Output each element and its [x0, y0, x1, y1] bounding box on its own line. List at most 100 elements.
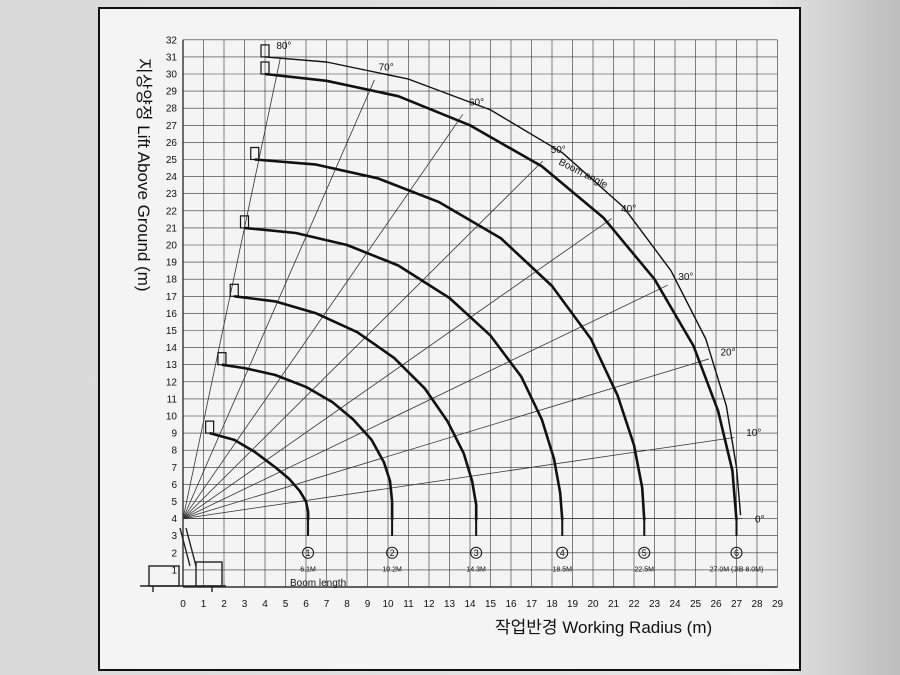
boom-length-label: 14.3M	[466, 567, 486, 574]
boom-angle-label: 70°	[379, 62, 394, 73]
x-tick-label: 27	[731, 599, 743, 610]
boom-marker-circle	[470, 546, 483, 559]
y-tick-label: 22	[166, 206, 178, 217]
boom-angle-line	[182, 284, 668, 519]
x-tick-label: 9	[365, 599, 371, 610]
boom-marker-circle	[386, 546, 399, 559]
boom-angle-label: 20°	[720, 347, 735, 358]
boom-marker-number: 4	[560, 548, 565, 558]
chart-grid	[182, 39, 778, 588]
boom-angle-line	[182, 218, 612, 519]
boom-angle-line	[182, 160, 544, 519]
y-tick-label: 15	[166, 326, 178, 337]
boom-marker-number: 3	[474, 548, 479, 558]
y-tick-label: 17	[166, 292, 178, 303]
boom-curve	[254, 158, 646, 521]
y-tick-label: 26	[166, 138, 178, 149]
x-tick-label: 0	[180, 599, 186, 610]
boom-marker-number: 6	[734, 548, 739, 558]
x-tick-label: 22	[628, 599, 640, 610]
hook-block-icon	[217, 352, 227, 366]
y-tick-label: 1	[171, 565, 177, 576]
boom-length-title: Boom length	[290, 578, 346, 589]
boom-angle-label: 30°	[678, 272, 693, 283]
boom-angle-label: 0°	[755, 515, 765, 526]
y-tick-label: 11	[167, 394, 178, 405]
y-tick-label: 3	[171, 531, 177, 542]
y-tick-label: 5	[171, 497, 177, 508]
y-tick-label: 14	[166, 343, 178, 354]
crane-truck-icon	[140, 527, 226, 592]
boom-length-label: 10.2M	[382, 567, 402, 574]
x-tick-label: 13	[444, 599, 456, 610]
boom-angle-line	[182, 79, 375, 519]
x-tick-label: 21	[608, 599, 620, 610]
y-tick-label: 12	[166, 377, 178, 388]
hook-block-icon	[229, 283, 239, 297]
boom-marker-circle	[730, 546, 743, 559]
x-tick-label: 29	[772, 599, 784, 610]
boom-curve	[264, 72, 738, 521]
hook-block-icon	[260, 61, 270, 75]
x-tick-label: 23	[649, 599, 661, 610]
y-tick-label: 10	[166, 412, 178, 423]
boom-angle-label: 60°	[469, 97, 484, 108]
x-tick-label: 17	[526, 599, 538, 610]
boom-angle-label: 10°	[746, 428, 761, 439]
y-tick-label: 7	[171, 463, 177, 474]
boom-angle-label: 40°	[621, 204, 636, 215]
x-tick-label: 7	[324, 599, 330, 610]
boom-length-label: 6.1M	[300, 567, 316, 574]
y-tick-label: 32	[166, 35, 178, 46]
boom-angle-line	[182, 437, 735, 519]
boom-marker-circle	[638, 546, 651, 559]
axis-ticks: 0 1 2 3 4 5 6 7 8 9 10 11 12 13 14 15 16 17 18 19 20 21 22 23 24…	[166, 35, 784, 610]
x-tick-label: 3	[242, 599, 248, 610]
hook-block-icon	[250, 146, 260, 161]
boom-length-label: 18.5M	[553, 567, 573, 574]
hook-block-icon	[260, 44, 270, 58]
boom-curves	[205, 44, 742, 521]
x-tick-label: 18	[546, 599, 558, 610]
y-tick-label: 30	[166, 70, 178, 81]
boom-curve	[264, 56, 742, 516]
y-tick-label: 25	[166, 155, 178, 166]
x-tick-label: 12	[423, 599, 435, 610]
y-tick-label: 4	[171, 514, 177, 525]
y-tick-label: 31	[166, 52, 178, 63]
y-tick-label: 13	[166, 360, 178, 371]
x-tick-label: 10	[382, 599, 394, 610]
boom-marker-number: 5	[642, 548, 647, 558]
x-tick-label: 5	[283, 599, 289, 610]
y-tick-label: 27	[166, 121, 178, 132]
boom-marker-number: 1	[306, 548, 311, 558]
boom-length-label: 22.5M	[635, 567, 655, 574]
y-tick-label: 8	[171, 446, 177, 457]
boom-angle-line	[182, 358, 710, 519]
x-tick-label: 26	[710, 599, 722, 610]
y-tick-label: 19	[166, 258, 178, 269]
x-axis-title: 작업반경 Working Radius (m)	[495, 618, 712, 637]
hook-block-icon	[205, 420, 215, 434]
y-tick-label: 16	[166, 309, 178, 320]
x-tick-label: 11	[403, 599, 414, 610]
boom-curve	[234, 295, 478, 521]
hook-block-icon	[239, 215, 250, 229]
boom-marker-number: 2	[390, 548, 395, 558]
x-tick-label: 24	[669, 599, 681, 610]
y-tick-label: 29	[166, 87, 178, 98]
y-tick-label: 9	[171, 429, 177, 440]
boom-marker-circle	[302, 546, 315, 559]
y-tick-label: 28	[166, 104, 178, 115]
x-tick-label: 16	[505, 599, 517, 610]
x-tick-label: 14	[464, 599, 476, 610]
boom-curve	[244, 226, 564, 521]
y-axis-title: 지상양정 Lift Above Ground (m)	[134, 58, 153, 292]
y-tick-label: 2	[171, 548, 177, 559]
boom-angle-label: 80°	[276, 41, 291, 52]
x-tick-label: 19	[567, 599, 579, 610]
y-tick-label: 23	[166, 189, 178, 200]
x-tick-label: 28	[751, 599, 763, 610]
boom-angle-lines: 0°10°20°30°40°50°60°70°80°	[182, 41, 765, 526]
